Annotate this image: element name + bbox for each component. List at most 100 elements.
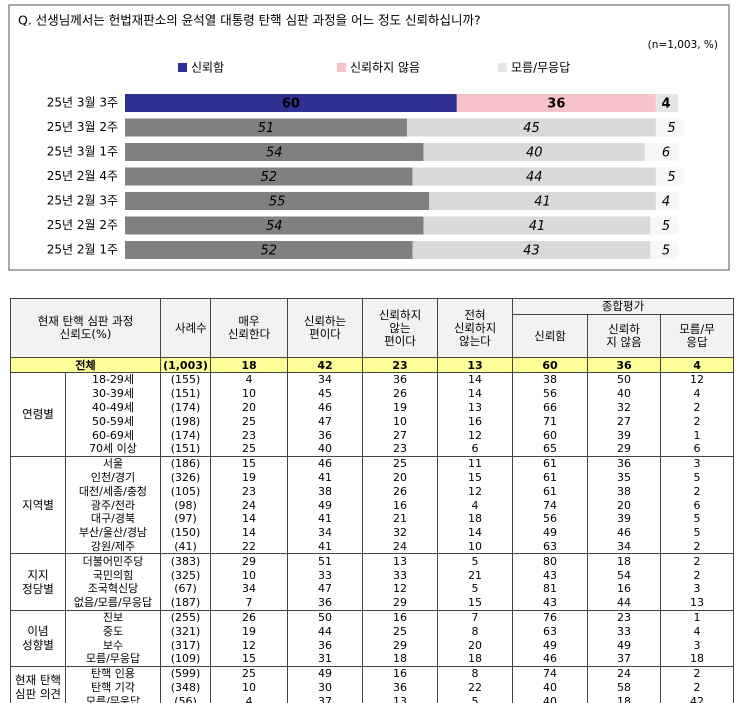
value-cell: 29 [362,638,438,652]
value-cell: 22 [437,680,513,695]
header-cell: 종합평가 [511,298,735,315]
value-cell: 16 [587,581,661,596]
value-label: 4 [662,195,670,210]
value-cell: 25 [210,441,288,457]
data-row: 광주/전라 (98) 24 49 16 4 74 20 6 [11,498,735,512]
sample-size: (151) [160,386,211,401]
group-label: 지지 정당별 [10,553,66,611]
value-cell: 38 [512,371,588,387]
value-cell: 42 [287,357,363,373]
value-cell: 15 [437,470,513,485]
value-cell: 49 [512,525,588,540]
value-cell: 49 [287,498,363,512]
row-label: 대구/경북 [65,511,161,526]
value-label: 6 [662,146,670,161]
data-row: 중도 (321) 19 44 25 8 63 33 4 [11,624,735,639]
legend-label: 모름/무응답 [511,61,570,75]
row-label: 30-39세 [65,386,161,401]
row-label: 인천/경기 [65,470,161,485]
value-cell: 5 [659,511,735,526]
data-row: 인천/경기 (326) 19 41 20 15 61 35 5 [11,470,735,485]
value-cell: 7 [437,609,513,625]
row-label: 70세 이상 [65,441,161,457]
value-cell: 10 [362,414,438,429]
value-label: 52 [261,244,278,259]
value-cell: 46 [287,400,363,415]
group-label: 연령별 [10,372,66,457]
value-label: 5 [667,170,675,185]
value-cell: 3 [659,638,735,652]
value-label: 54 [266,219,283,234]
row-label: 탄핵 인용 [65,665,161,681]
category-label: 25년 2월 2주 [47,218,118,232]
legend-swatch [498,63,507,72]
value-cell: 65 [512,441,588,457]
row-label: 없음/모름/무응답 [65,595,161,611]
value-cell: 14 [437,386,513,401]
value-cell: 18 [362,651,438,667]
row-label: 더불어민주당 [65,553,161,569]
value-cell: 18 [437,511,513,526]
value-cell: 74 [512,498,588,512]
value-cell: 24 [362,539,438,554]
value-cell: 71 [512,414,588,429]
data-row: 현재 탄핵 심판 의견 탄핵 인용 (599) 25 49 16 8 74 24 2 [10,665,735,703]
value-cell: 40 [512,694,588,703]
value-cell: 2 [659,665,735,681]
value-cell: 36 [287,428,363,442]
value-cell: 60 [512,357,588,373]
bar-segment [125,94,457,112]
value-label: 60 [282,97,300,112]
bar-segment [407,118,656,137]
bar-segment [644,143,678,161]
legend-label: 신뢰하지 않음 [350,61,420,75]
value-cell: 20 [437,638,513,652]
value-cell: 23 [210,428,288,442]
value-cell: 5 [437,694,513,703]
value-cell: 27 [587,414,661,429]
value-cell: 4 [210,371,288,387]
bar-segment [125,192,430,210]
value-cell: 16 [362,498,438,512]
sample-size: (321) [160,624,211,639]
value-cell: 29 [362,595,438,611]
value-cell: 5 [659,525,735,540]
sample-size: (174) [160,428,211,442]
value-cell: 33 [362,568,438,582]
value-cell: 1 [659,428,735,442]
value-cell: 2 [659,568,735,582]
value-cell: 47 [287,581,363,596]
category-label: 25년 2월 4주 [47,169,118,183]
bar-segment [655,192,678,210]
chart: Q. 선생님께서는 헌법재판소의 윤석열 대통령 탄핵 심판 과정을 어느 정도… [8,4,730,271]
bar-segment [125,241,413,259]
value-cell: 36 [287,595,363,611]
value-label: 52 [261,170,278,185]
bar-segment [412,167,656,186]
value-cell: 12 [437,428,513,442]
sample-size: (97) [160,511,211,526]
value-cell: 31 [287,651,363,667]
row-label: 보수 [65,638,161,652]
value-cell: 10 [210,680,288,695]
bar-segment [655,118,684,137]
value-cell: 3 [659,455,735,471]
value-cell: 80 [512,553,588,569]
value-cell: 8 [437,624,513,639]
bar-segment [125,143,424,161]
category-label: 25년 2월 1주 [47,243,118,257]
data-row: 부산/울산/경남 (150) 14 34 32 14 49 46 5 [11,525,735,540]
value-cell: 21 [362,511,438,526]
value-label: 41 [534,195,551,210]
value-cell: 21 [437,568,513,582]
value-cell: 49 [587,638,661,652]
sample-size: (186) [160,455,211,471]
value-cell: 40 [287,441,363,457]
value-cell: 56 [512,386,588,401]
legend-label: 신뢰함 [191,61,224,75]
value-cell: 36 [587,455,661,471]
value-cell: 4 [659,386,735,401]
row-label: 강원/제주 [65,539,161,554]
data-row: 40-49세 (174) 20 46 19 13 66 32 2 [11,400,735,415]
value-cell: 4 [210,694,288,703]
